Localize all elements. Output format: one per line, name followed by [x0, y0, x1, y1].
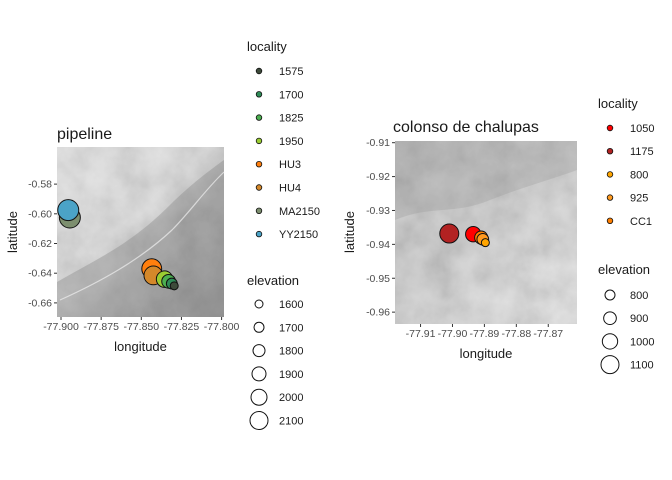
y-tick-label: -0.62: [28, 238, 52, 250]
x-tick-label: -77.89: [470, 328, 500, 340]
legend-key-1700: [255, 91, 263, 98]
legend-locality-title: locality: [247, 39, 287, 54]
legend-pipeline: locality 1575 1700 1825 1950 HU3 HU4 MA2150 YY2…: [247, 39, 320, 430]
legend-label: 800: [630, 169, 648, 181]
y-axis: -0.91 -0.92 -0.93 -0.94 -0.95 -0.96: [366, 137, 395, 319]
legend-size-label: 1800: [279, 346, 303, 358]
legend-label: CC1: [630, 216, 652, 228]
y-tick-label: -0.95: [366, 273, 390, 285]
ridge-shading: [395, 141, 577, 220]
legend-label: HU4: [279, 183, 301, 195]
legend-size-label: 1100: [630, 360, 654, 372]
legend-size-key: [254, 299, 264, 309]
x-tick-label: -77.90: [438, 328, 468, 340]
x-tick-label: -77.800: [204, 321, 240, 333]
legend-key-hu4: [255, 184, 263, 191]
legend-locality-title: locality: [598, 96, 638, 111]
x-axis-label: longitude: [114, 339, 167, 354]
legend-size-key: [604, 289, 616, 301]
panel-pipeline: pipeline -0.58 -0.60 -0.62 -0.64 -0.66 -77.9…: [5, 126, 240, 354]
legend-label: MA2150: [279, 206, 320, 218]
y-axis-label: latitude: [342, 211, 357, 253]
data-point-1175: [439, 223, 460, 244]
data-points: [57, 199, 179, 291]
legend-size-label: 2100: [279, 416, 303, 428]
y-tick-label: -0.58: [28, 179, 52, 191]
legend-size-key: [249, 411, 269, 430]
legend-elevation-title: elevation: [598, 262, 650, 277]
legend-size-label: 2000: [279, 392, 303, 404]
legend-size-label: 900: [630, 313, 648, 325]
y-tick-label: -0.66: [28, 297, 52, 309]
x-tick-label: -77.875: [83, 321, 119, 333]
river-line: [59, 171, 225, 301]
legend-key-1050: [606, 124, 614, 132]
y-tick-label: -0.60: [28, 208, 52, 220]
x-tick-label: -77.91: [406, 328, 436, 340]
y-tick-label: -0.91: [366, 137, 390, 149]
legend-colonso-de-chalupas: locality 1050 1175 800 925 CC1 elevation 800…: [598, 96, 654, 375]
x-axis: -77.91 -77.90 -77.89 -77.88 -77.87: [406, 324, 563, 340]
legend-size-key: [601, 333, 619, 350]
legend-key-yy2150: [255, 230, 263, 238]
valley-shading: [57, 160, 224, 317]
data-point-800: [480, 238, 490, 248]
x-tick-label: -77.900: [43, 321, 79, 333]
y-axis-label: latitude: [5, 211, 20, 253]
y-tick-label: -0.94: [366, 239, 390, 251]
x-tick-label: -77.88: [501, 328, 531, 340]
legend-label: 1700: [279, 89, 303, 101]
legend-label: 1050: [630, 123, 654, 135]
legend-size-key: [252, 344, 266, 358]
legend-label: 1950: [279, 136, 303, 148]
legend-key-ma2150: [255, 207, 263, 214]
legend-size-label: 1700: [279, 322, 303, 334]
legend-label: 1575: [279, 66, 303, 78]
legend-key-1175: [606, 147, 614, 155]
data-point-yy2150: [57, 199, 80, 222]
legend-size-key: [600, 355, 620, 375]
legend-key-925: [606, 194, 614, 201]
legend-key-1825: [255, 114, 263, 121]
y-axis: -0.58 -0.60 -0.62 -0.64 -0.66: [28, 179, 57, 309]
y-tick-label: -0.64: [28, 268, 52, 280]
x-tick-label: -77.825: [164, 321, 200, 333]
y-tick-label: -0.93: [366, 205, 390, 217]
legend-size-label: 1600: [279, 299, 303, 311]
legend-key-1575: [255, 67, 263, 75]
panel-colonso-de-chalupas: colonso de chalupas -0.91 -0.92 -0.93 -0.94…: [342, 119, 577, 361]
y-tick-label: -0.92: [366, 171, 390, 183]
legend-label: HU3: [279, 159, 301, 171]
x-axis-label: longitude: [460, 346, 513, 361]
legend-size-key: [253, 321, 265, 333]
legend-label: 1825: [279, 113, 303, 125]
legend-size-label: 1000: [630, 336, 654, 348]
data-points: [439, 223, 490, 248]
chart-title: colonso de chalupas: [393, 119, 539, 136]
x-axis: -77.900 -77.875 -77.850 -77.825 -77.800: [43, 317, 240, 333]
legend-size-key: [251, 366, 267, 382]
legend-label: YY2150: [279, 229, 318, 241]
chart-title: pipeline: [57, 126, 112, 143]
data-point-1575: [169, 281, 179, 291]
legend-key-800: [606, 171, 614, 178]
legend-size-key: [603, 311, 617, 326]
legend-size-label: 800: [630, 290, 648, 302]
legend-key-1950: [255, 137, 263, 145]
legend-label: 925: [630, 193, 648, 205]
legend-elevation-title: elevation: [247, 273, 299, 288]
y-tick-label: -0.96: [366, 307, 390, 319]
legend-size-label: 1900: [279, 369, 303, 381]
x-tick-label: -77.87: [533, 328, 563, 340]
legend-label: 1175: [630, 146, 654, 158]
legend-key-cc1: [606, 217, 614, 224]
x-tick-label: -77.850: [123, 321, 159, 333]
legend-key-hu3: [255, 160, 263, 168]
legend-size-key: [250, 388, 268, 406]
